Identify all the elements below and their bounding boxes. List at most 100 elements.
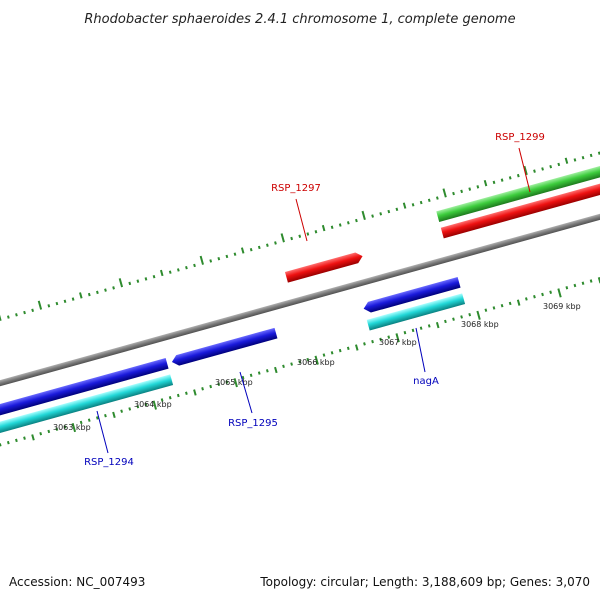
- tick-mark: [419, 200, 423, 205]
- tick-mark: [533, 295, 536, 299]
- tick-mark: [444, 319, 447, 324]
- feature-label-naga[interactable]: nagA: [413, 376, 439, 387]
- tick-mark: [257, 245, 261, 250]
- tick-mark: [217, 382, 221, 386]
- tick-mark: [314, 230, 318, 234]
- feature-rsp-1299-gene[interactable]: [436, 157, 600, 222]
- tick-mark: [152, 400, 157, 410]
- tick-mark: [112, 286, 115, 290]
- tick-mark: [159, 269, 164, 277]
- feature-label-rsp-1299[interactable]: RSP_1299: [495, 132, 545, 143]
- tick-mark: [541, 292, 544, 297]
- tick-mark: [483, 180, 488, 187]
- tick-mark: [557, 162, 561, 167]
- tick-mark: [87, 292, 91, 297]
- tick-mark: [290, 362, 293, 366]
- tick-mark: [476, 185, 480, 189]
- feature-label-rsp-1297[interactable]: RSP_1297: [271, 183, 321, 194]
- tick-mark: [346, 221, 350, 225]
- tick-mark: [168, 270, 172, 274]
- feature-naga-gene[interactable]: [366, 293, 466, 331]
- tick-mark: [395, 333, 400, 343]
- tick-mark: [266, 243, 269, 247]
- tick-mark: [549, 290, 553, 294]
- scale-label-3068: 3068 kbp: [461, 320, 499, 329]
- tick-mark: [240, 247, 245, 254]
- tick-mark: [564, 157, 569, 164]
- tick-mark: [63, 425, 67, 429]
- tick-mark: [557, 288, 562, 298]
- tick-mark: [508, 301, 512, 306]
- tick-mark: [371, 214, 374, 218]
- feature-label-rsp-1295[interactable]: RSP_1295: [228, 418, 278, 429]
- tick-mark: [298, 234, 302, 238]
- tick-mark: [338, 348, 342, 353]
- tick-mark: [233, 378, 238, 388]
- feature-rsp-1295-cds[interactable]: [170, 327, 278, 367]
- tick-mark: [71, 297, 75, 301]
- tick-mark: [468, 187, 472, 191]
- tick-mark: [524, 297, 528, 301]
- tick-mark: [387, 335, 391, 339]
- tick-mark: [452, 191, 455, 196]
- tick-mark: [387, 209, 391, 214]
- feature-rsp-1297-cds[interactable]: [284, 251, 364, 283]
- tick-mark: [47, 304, 51, 308]
- tick-mark: [199, 255, 204, 265]
- tick-mark: [249, 373, 253, 378]
- accession-text: Accession: NC_007493: [9, 575, 145, 589]
- tick-mark: [15, 438, 18, 443]
- tick-mark: [152, 274, 156, 279]
- feature-naga-cds[interactable]: [362, 277, 461, 314]
- tick-mark: [541, 167, 544, 171]
- tick-mark: [280, 233, 285, 243]
- tick-mark: [338, 223, 342, 227]
- tick-mark: [321, 224, 326, 232]
- feature-rsp-1294-gene[interactable]: [0, 374, 174, 438]
- tick-mark: [23, 436, 26, 440]
- tick-mark: [193, 389, 197, 396]
- tick-mark: [31, 434, 35, 441]
- tick-mark: [589, 279, 593, 283]
- summary-text: Topology: circular; Length: 3,188,609 bp…: [259, 575, 590, 589]
- tick-mark: [306, 232, 310, 236]
- tick-mark: [15, 313, 18, 317]
- feature-label-rsp-1294[interactable]: RSP_1294: [84, 457, 134, 468]
- tick-mark: [265, 369, 269, 373]
- tick-mark: [128, 407, 132, 411]
- tick-mark: [427, 324, 431, 328]
- tick-mark: [47, 429, 51, 434]
- tick-mark: [209, 259, 213, 263]
- tick-mark: [363, 342, 366, 346]
- tick-mark: [217, 256, 221, 261]
- tick-mark: [573, 158, 577, 162]
- leader-line-rsp-1295: [239, 371, 253, 414]
- feature-leader-lines: [96, 147, 531, 454]
- scale-label-3067: 3067 kbp: [379, 338, 417, 347]
- tick-mark: [460, 189, 464, 194]
- feature-rsp-1299-cds[interactable]: [440, 174, 600, 239]
- tick-mark: [233, 252, 237, 256]
- tick-mark: [79, 292, 83, 299]
- tick-mark: [589, 153, 593, 158]
- tick-mark: [249, 248, 253, 252]
- tick-mark: [39, 431, 43, 436]
- tick-mark: [508, 176, 512, 180]
- tick-mark: [6, 440, 10, 445]
- tick-mark: [427, 198, 431, 203]
- genome-backbone: [0, 206, 600, 394]
- tick-mark: [0, 443, 2, 447]
- tick-mark: [500, 303, 504, 308]
- tick-mark: [79, 420, 83, 425]
- tick-mark: [37, 300, 43, 310]
- tick-mark: [379, 212, 383, 216]
- tick-mark: [355, 344, 359, 351]
- tick-mark: [120, 409, 123, 413]
- tick-mark: [257, 371, 261, 375]
- tick-mark: [581, 281, 585, 285]
- tick-mark: [136, 405, 140, 409]
- tick-mark: [533, 169, 536, 173]
- tick-mark: [274, 241, 277, 245]
- feature-rsp-1294-cds[interactable]: [0, 358, 169, 421]
